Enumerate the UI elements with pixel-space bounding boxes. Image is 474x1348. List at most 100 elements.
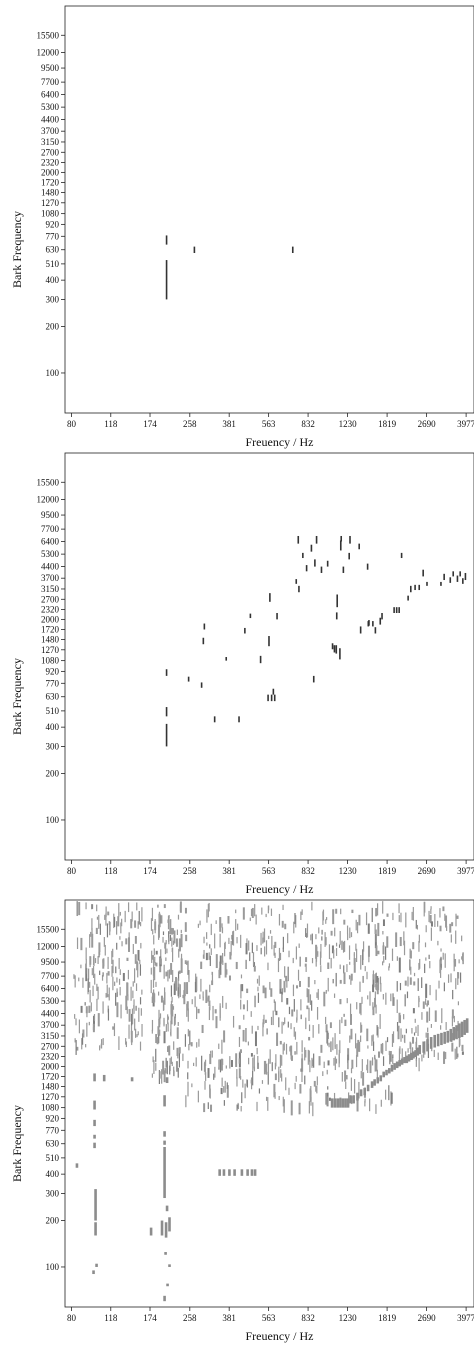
- heatmap-cell: [274, 1001, 276, 1012]
- chart-panel-2: 80 118 174 258 381 563 832 1230 1819 2690 3977 100 2…: [10, 452, 474, 896]
- heatmap-cell: [379, 617, 382, 625]
- heatmap-cell: [373, 1079, 376, 1086]
- heatmap-cell: [125, 1041, 128, 1048]
- y-tick-label: 100: [46, 815, 60, 825]
- heatmap-cell: [257, 1055, 259, 1066]
- heatmap-cell: [404, 1034, 406, 1044]
- heatmap-cell: [372, 1006, 375, 1016]
- y-tick-label: 2320: [41, 1051, 60, 1061]
- heatmap-cell: [287, 933, 289, 944]
- heatmap-cell: [326, 560, 329, 567]
- heatmap-cell: [451, 1016, 454, 1027]
- heatmap-cell: [237, 923, 239, 930]
- heatmap-cell: [336, 1098, 339, 1108]
- heatmap-cell: [300, 911, 302, 920]
- heatmap-cell: [350, 932, 353, 938]
- heatmap-cell: [248, 940, 250, 951]
- y-tick-label: 920: [46, 219, 60, 229]
- heatmap-cell: [339, 648, 341, 660]
- heatmap-cell: [284, 923, 287, 930]
- plot-frame: [64, 5, 474, 414]
- heatmap-cell: [130, 1023, 133, 1035]
- heatmap-cell: [297, 969, 300, 981]
- x-tick-label: 80: [67, 1313, 77, 1323]
- heatmap-cell: [295, 946, 298, 960]
- heatmap-cell: [263, 1014, 265, 1025]
- heatmap-cell: [371, 907, 373, 923]
- heatmap-cell: [376, 975, 379, 983]
- heatmap-cell: [127, 902, 130, 913]
- heatmap-cell: [437, 920, 439, 927]
- heatmap-cell: [205, 989, 208, 1004]
- heatmap-cell: [325, 917, 328, 921]
- heatmap-cell: [93, 1073, 96, 1082]
- heatmap-cell: [325, 1092, 327, 1105]
- heatmap-cell: [81, 1038, 83, 1050]
- heatmap-cell: [165, 940, 167, 945]
- heatmap-cell: [85, 968, 88, 982]
- heatmap-cell: [272, 688, 275, 695]
- y-tick-label: 510: [46, 1153, 60, 1163]
- heatmap-cell: [332, 1037, 334, 1051]
- heatmap-cell: [439, 908, 441, 918]
- heatmap-cell: [314, 980, 316, 985]
- heatmap-cell: [398, 1048, 401, 1062]
- y-tick-label: 1720: [41, 624, 60, 634]
- heatmap-cell: [160, 995, 163, 1003]
- heatmap-cell: [163, 904, 166, 909]
- x-tick-label: 174: [143, 419, 157, 429]
- heatmap-cell: [445, 1022, 447, 1030]
- heatmap-cell: [382, 1056, 385, 1066]
- heatmap-cell: [430, 921, 433, 927]
- heatmap-cell: [348, 945, 351, 960]
- heatmap-cell: [76, 937, 79, 950]
- y-tick-label: 1270: [41, 198, 60, 208]
- heatmap-cell: [413, 1032, 416, 1036]
- heatmap-cell: [241, 1092, 243, 1104]
- heatmap-cell: [163, 964, 165, 979]
- heatmap-cell: [203, 1103, 206, 1113]
- heatmap-cell: [278, 1017, 280, 1028]
- y-tick-label: 12000: [37, 941, 60, 951]
- heatmap-cell: [167, 1014, 169, 1025]
- heatmap-cell: [89, 956, 91, 968]
- y-tick-label: 200: [46, 769, 60, 779]
- heatmap-cell: [389, 1053, 391, 1065]
- heatmap-cell: [180, 953, 183, 969]
- heatmap-cell: [219, 1059, 222, 1073]
- heatmap-cell: [330, 1098, 334, 1108]
- heatmap-cell: [163, 1000, 165, 1011]
- y-tick-label: 7700: [41, 971, 60, 981]
- heatmap-cell: [271, 935, 273, 950]
- heatmap-cell: [424, 901, 426, 913]
- heatmap-cell: [453, 960, 455, 972]
- heatmap-cell: [339, 998, 342, 1005]
- heatmap-cell: [440, 963, 442, 969]
- heatmap-cell: [422, 569, 424, 577]
- heatmap-cell: [327, 1060, 330, 1066]
- heatmap-cell: [203, 949, 205, 959]
- heatmap-cell: [343, 972, 346, 985]
- heatmap-cell: [424, 963, 426, 974]
- heatmap-cell: [341, 1072, 343, 1082]
- heatmap-cell: [284, 981, 286, 990]
- heatmap-cell: [163, 1017, 165, 1025]
- heatmap-cell: [120, 922, 122, 934]
- heatmap-cell: [335, 942, 338, 947]
- heatmap-cell: [264, 1019, 267, 1023]
- heatmap-cell: [221, 1059, 224, 1065]
- heatmap-cell: [347, 933, 349, 941]
- heatmap-cell: [465, 1018, 469, 1033]
- heatmap-cell: [418, 995, 420, 1008]
- heatmap-cell: [298, 585, 300, 593]
- heatmap-cell: [187, 960, 189, 975]
- heatmap-cell: [316, 1085, 318, 1094]
- heatmap-cell: [446, 926, 448, 931]
- heatmap-cell: [396, 956, 398, 961]
- heatmap-cell: [376, 903, 379, 916]
- heatmap-cell: [353, 952, 355, 956]
- heatmap-cell: [191, 999, 193, 1005]
- heatmap-cell: [184, 960, 187, 965]
- heatmap-cell: [404, 994, 406, 1007]
